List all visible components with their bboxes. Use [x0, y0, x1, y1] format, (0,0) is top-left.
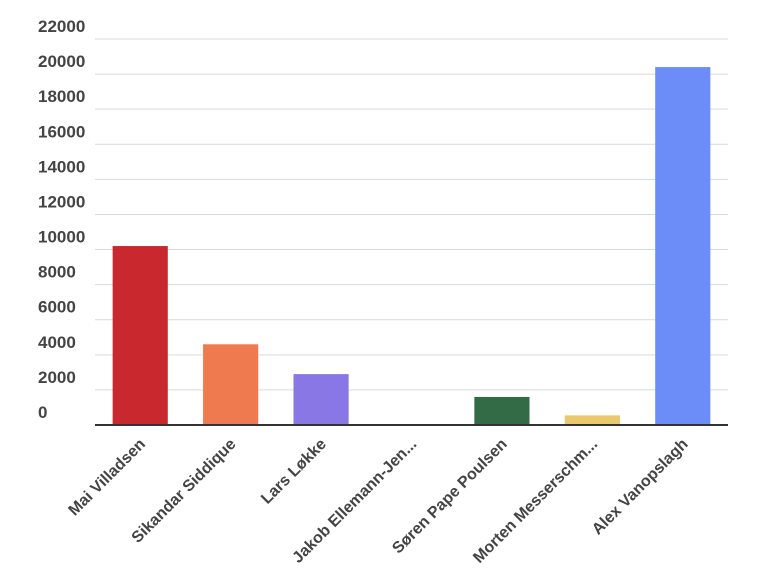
x-category-label: Sikandar Siddique — [129, 436, 240, 547]
y-tick-label: 8000 — [38, 263, 76, 282]
bar-1 — [112, 246, 168, 425]
y-tick-label: 12000 — [38, 192, 85, 211]
bar-6 — [564, 415, 620, 425]
gridlines — [95, 38, 728, 391]
y-tick-label: 18000 — [38, 87, 85, 106]
y-tick-label: 20000 — [38, 52, 85, 71]
y-tick-label: 10000 — [38, 228, 85, 247]
bars — [112, 67, 711, 425]
x-category-label: Alex Vanopslagh — [589, 436, 692, 539]
x-category-label: Mai Villadsen — [66, 436, 149, 519]
y-tick-label: 0 — [38, 403, 47, 422]
bar-5 — [474, 396, 530, 425]
y-tick-label: 16000 — [38, 122, 85, 141]
y-tick-label: 2000 — [38, 368, 76, 387]
bar-7 — [655, 67, 711, 425]
x-category-label: Lars Løkke — [258, 436, 330, 508]
bar-3 — [293, 374, 349, 425]
y-axis-tick-labels: 0 2000 4000 6000 8000 10000 12000 14000 16000 180… — [38, 17, 85, 422]
y-tick-label: 22000 — [38, 17, 85, 36]
y-tick-label: 6000 — [38, 298, 76, 317]
bar-2 — [203, 344, 259, 425]
y-tick-label: 4000 — [38, 333, 76, 352]
y-tick-label: 14000 — [38, 157, 85, 176]
